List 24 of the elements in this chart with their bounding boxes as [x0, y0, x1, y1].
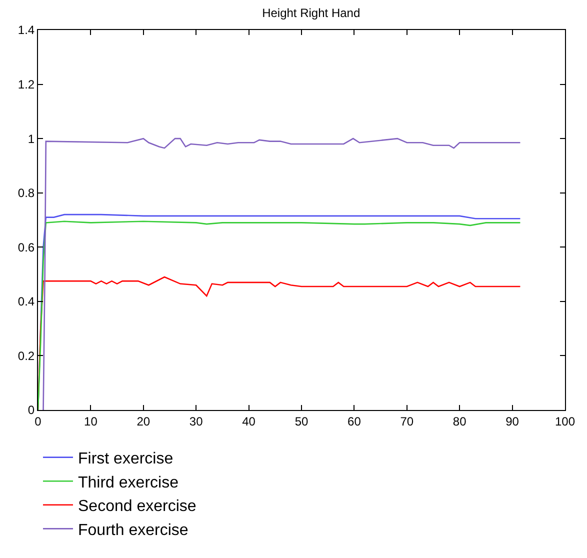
y-tick-label: 0.4: [18, 294, 35, 309]
x-tick-label: 90: [506, 414, 520, 428]
line-series: [42, 138, 521, 410]
x-tick-label: 70: [400, 414, 414, 428]
y-tick-label: 1: [28, 132, 35, 146]
legend-label: Third exercise: [78, 474, 179, 492]
x-tick-label: 10: [84, 414, 98, 428]
legend-label: First exercise: [78, 450, 174, 468]
x-tick-label: 50: [294, 414, 308, 428]
x-tick-label: 80: [452, 414, 467, 428]
y-tick-label: 1.2: [18, 77, 35, 92]
y-tick-label: 0.6: [18, 240, 35, 254]
legend-label: Second exercise: [78, 498, 196, 516]
x-tick-label: 100: [554, 414, 576, 428]
y-tick-label: 1.4: [18, 23, 35, 38]
y-tick-label: 0.8: [18, 186, 35, 200]
x-tick-label: 60: [348, 414, 362, 428]
y-tick-label: 0: [28, 403, 35, 418]
legend-label: Fourth exercise: [78, 522, 188, 539]
y-tick-label: 0.2: [18, 348, 35, 363]
x-tick-label: 40: [242, 414, 256, 428]
chart-title: Height Right Hand: [262, 6, 360, 20]
x-tick-label: 30: [189, 414, 204, 428]
x-tick-label: 20: [136, 414, 150, 428]
